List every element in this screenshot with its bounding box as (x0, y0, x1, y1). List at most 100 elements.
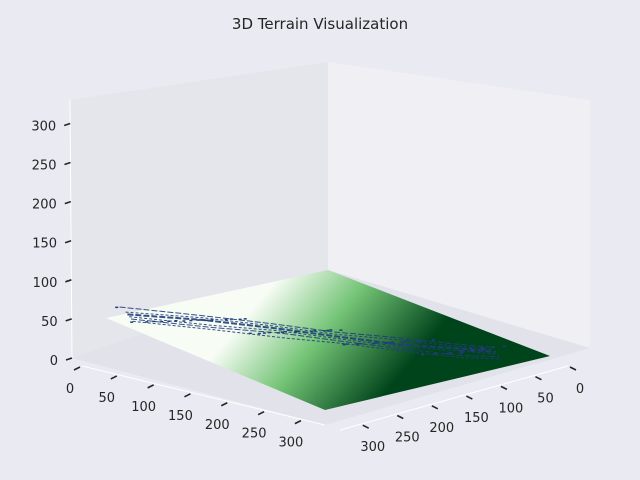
y-tick-label: 50 (537, 392, 554, 407)
x-tick-mark (184, 393, 191, 398)
z-tick-label: 300 (31, 119, 56, 134)
river-fragment (339, 329, 343, 331)
y-tick-label: 200 (429, 421, 454, 436)
river-fragment (391, 341, 394, 343)
z-tick-label: 150 (32, 237, 57, 252)
river-fragment (470, 349, 474, 351)
axes: 0 50 100 150 200 250 300 0 50 100 150 200 250 300 0 50 1… (31, 99, 584, 455)
x-tick-label: 200 (205, 418, 230, 433)
river-fragment (342, 343, 346, 346)
river-fragment (345, 343, 349, 345)
z-tick-label: 250 (32, 159, 57, 174)
x-tick-mark (73, 366, 81, 371)
river-fragment (224, 318, 228, 321)
river-fragment (459, 352, 463, 354)
z-tick-mark (63, 122, 71, 127)
z-tick-mark (64, 239, 72, 244)
river-strand (129, 316, 498, 355)
river-fragment (416, 340, 420, 342)
river-fragment (481, 348, 485, 350)
river-fragment (238, 318, 242, 321)
river-fragment (480, 347, 484, 349)
river-fragment (294, 331, 297, 333)
x-tick-label: 50 (99, 391, 116, 406)
y-tick-label: 100 (498, 401, 523, 416)
y-tick-label: 150 (464, 411, 489, 426)
river-fragment (431, 339, 435, 341)
river-fragment (326, 329, 330, 332)
river-network (115, 306, 506, 360)
river-fragment (284, 331, 288, 333)
river-fragment (174, 320, 178, 322)
river-fragment (182, 320, 186, 322)
river-fragment (310, 330, 314, 332)
river-fragment (130, 321, 134, 323)
river-strand (119, 306, 493, 348)
river-fragment (459, 349, 463, 352)
chart-title: 3D Terrain Visualization (232, 15, 408, 33)
river-fragment (196, 319, 200, 321)
river-fragment (313, 330, 317, 332)
y-tick-mark (569, 366, 577, 371)
river-fragment (387, 341, 391, 344)
river-fragment (145, 321, 149, 323)
z-tick-label: 50 (41, 315, 58, 330)
river-fragment (189, 319, 193, 322)
z-tick-mark (64, 161, 71, 166)
river-fragment (460, 351, 464, 353)
y-tick-label: 0 (576, 382, 584, 397)
river-strand (130, 318, 500, 358)
river-fragment (229, 318, 233, 320)
x-tick-label: 250 (242, 427, 267, 442)
x-tick-label: 300 (278, 436, 303, 451)
river-fragment (502, 345, 506, 348)
x-tick-label: 150 (168, 409, 193, 424)
river-fragment (243, 318, 247, 320)
river-fragment (267, 331, 271, 334)
river-fragment (210, 319, 214, 321)
river-fragment (471, 350, 475, 353)
y-tick-mark (431, 405, 439, 410)
x-tick-label: 0 (66, 382, 74, 397)
z-tick-label: 100 (33, 276, 58, 291)
z-tick-label: 200 (32, 198, 57, 213)
river-fragment (262, 332, 266, 334)
y-tick-mark (535, 375, 542, 381)
river-strand (132, 320, 502, 360)
river-fragment (248, 332, 252, 335)
y-tick-mark (466, 395, 473, 400)
river-fragment (257, 332, 261, 335)
z-axis-line (69, 99, 73, 359)
z-tick-mark (65, 279, 72, 283)
river-fragment (421, 353, 425, 356)
z-tick-mark (64, 200, 72, 205)
river-fragment (403, 340, 407, 343)
river-fragment (400, 341, 404, 344)
river-fragment (449, 351, 453, 354)
river-fragment (384, 342, 388, 344)
river-strand (125, 311, 495, 351)
x-tick-mark (294, 419, 302, 425)
river-fragment (491, 346, 495, 348)
y-axis-line (339, 365, 569, 431)
river-fragment (152, 320, 156, 323)
river-fragment (115, 306, 119, 309)
y-tick-mark (500, 385, 508, 391)
river-fragment (297, 330, 301, 333)
river-fragment (358, 343, 362, 345)
river-fragment (406, 340, 410, 342)
river-fragment (446, 352, 450, 355)
river-fragment (434, 353, 438, 355)
x-tick-label: 100 (131, 400, 156, 415)
river-fragment (167, 320, 171, 322)
z-tick-mark (65, 318, 72, 322)
river-fragment (329, 329, 333, 331)
river-fragment (281, 331, 284, 333)
y-tick-mark (362, 424, 370, 429)
x-tick-mark (110, 375, 118, 380)
river-fragment (355, 343, 359, 346)
y-tick-label: 300 (360, 440, 385, 455)
river-fragment (374, 342, 378, 344)
